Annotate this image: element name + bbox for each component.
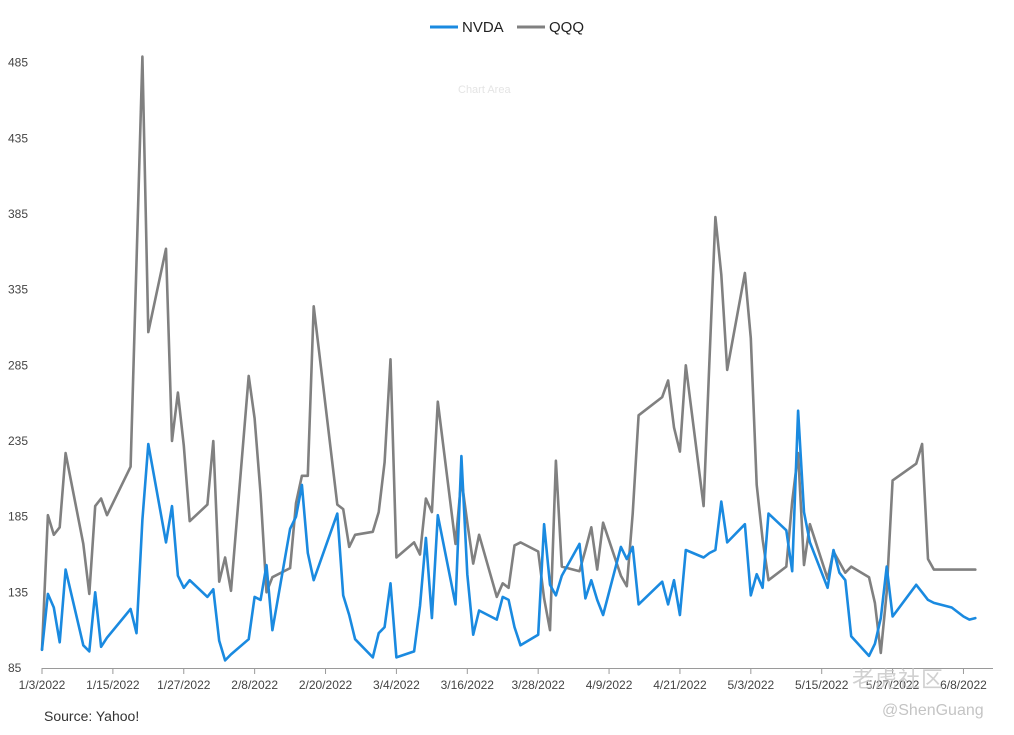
source-note: Source: Yahoo! [44,708,140,724]
watermark-logo-text: 老虎社区 [852,667,945,692]
x-tick-label: 5/15/2022 [795,678,849,692]
chart-area-watermark: Chart Area [458,84,511,96]
y-tick-label: 385 [8,207,28,221]
chart-legend: NVDA QQQ [430,19,584,36]
y-tick-label: 135 [8,585,28,599]
x-tick-label: 1/15/2022 [86,678,140,692]
x-tick-label: 1/3/2022 [19,678,66,692]
legend-label-nvda: NVDA [462,19,504,36]
x-tick-label: 3/16/2022 [441,678,495,692]
x-tick-label: 2/20/2022 [299,678,353,692]
x-tick-label: 4/21/2022 [653,678,707,692]
legend-label-qqq: QQQ [549,19,584,36]
y-tick-label: 285 [8,358,28,372]
x-tick-label: 4/9/2022 [586,678,633,692]
series-line-qqq [40,55,977,655]
chart-series [40,55,977,662]
y-tick-label: 85 [8,661,22,675]
y-tick-label: 235 [8,434,28,448]
x-tick-label: 2/8/2022 [231,678,278,692]
y-tick-label: 485 [8,56,28,70]
x-tick-label: 5/3/2022 [727,678,774,692]
x-axis: 1/3/2022 1/15/2022 1/27/2022 2/8/2022 2/20/2… [19,668,993,692]
x-tick-label: 3/28/2022 [511,678,565,692]
x-tick-label: 6/8/2022 [940,678,987,692]
x-tick-label: 1/27/2022 [157,678,211,692]
x-tick-label: 3/4/2022 [373,678,420,692]
y-tick-label: 435 [8,131,28,145]
series-line-nvda [40,409,977,662]
watermark-handle: @ShenGuang [882,702,984,719]
y-tick-label: 335 [8,283,28,297]
y-tick-label: 185 [8,510,28,524]
y-axis-ticks: 85 135 185 235 285 335 385 435 485 [8,56,28,675]
x-tick-label: 5/27/2022 [866,678,920,692]
